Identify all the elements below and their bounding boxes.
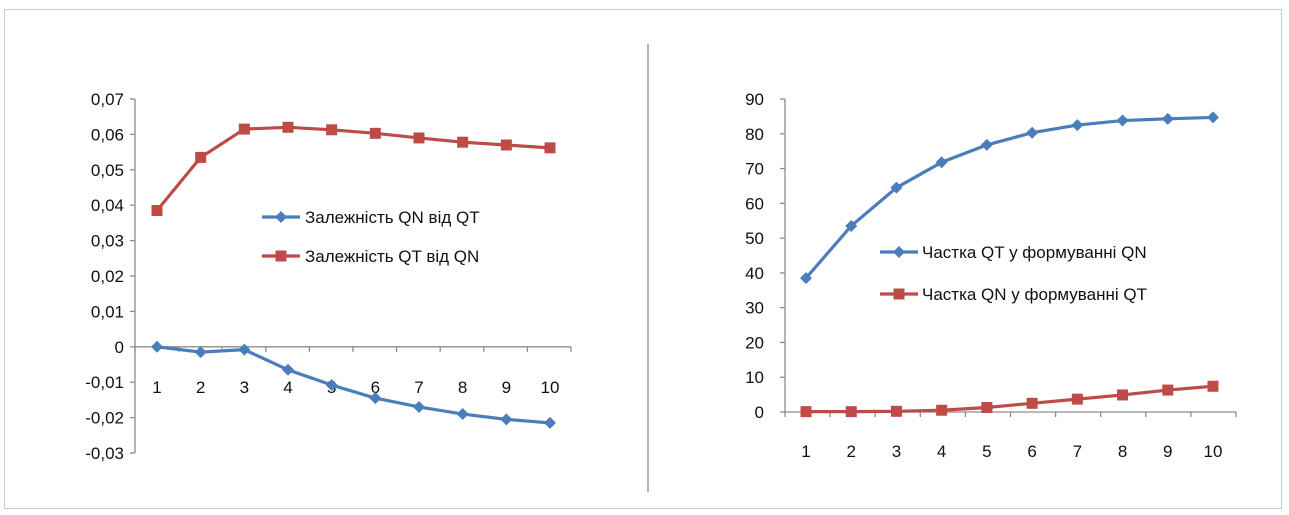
- y-tick-label: -0,02: [85, 409, 124, 428]
- series-line: [804, 115, 1214, 280]
- y-tick-label: 0: [755, 403, 764, 422]
- y-tick-label: 80: [745, 125, 764, 144]
- y-tick-label: 50: [745, 229, 764, 248]
- data-point: [544, 416, 556, 429]
- data-point: [935, 156, 948, 169]
- data-point: [800, 272, 812, 285]
- y-tick-label: 70: [745, 160, 764, 179]
- y-tick-label: 0,06: [91, 125, 124, 144]
- x-tick-label: 3: [240, 378, 249, 397]
- legend-label: Частка QT у формуванні QN: [922, 243, 1147, 262]
- x-tick-label: 2: [196, 378, 205, 397]
- data-point: [369, 392, 382, 405]
- data-point: [282, 121, 294, 133]
- data-point: [326, 124, 338, 136]
- data-point: [151, 340, 163, 353]
- data-point: [890, 405, 902, 417]
- x-tick-label: 7: [1073, 442, 1082, 461]
- data-point: [1071, 119, 1084, 132]
- y-tick-label: 0: [115, 338, 124, 357]
- series-line: [155, 125, 551, 212]
- y-tick-label: 0,07: [91, 90, 124, 109]
- x-tick-label: 6: [1027, 442, 1036, 461]
- legend-swatch-marker: [275, 211, 287, 223]
- data-point: [456, 408, 469, 421]
- chart-right: 90 80 70 60 50 40 30 20 10 0 1 2 3 4 5 6 7 8 9 10 Частка QT …: [745, 90, 1237, 461]
- data-point: [413, 132, 425, 144]
- data-point: [800, 406, 812, 418]
- data-point: [1026, 126, 1039, 139]
- data-point: [936, 404, 948, 416]
- data-point: [457, 136, 469, 148]
- x-tick-label: 9: [1163, 442, 1172, 461]
- figure-frame: [4, 9, 1282, 509]
- x-tick-label: 8: [458, 378, 467, 397]
- x-tick-label: 7: [414, 378, 423, 397]
- data-point: [369, 127, 381, 139]
- x-tick-label: 4: [283, 378, 292, 397]
- x-tick-label: 3: [892, 442, 901, 461]
- y-tick-label: 40: [745, 264, 764, 283]
- x-tick-label: 6: [371, 378, 380, 397]
- data-point: [890, 181, 903, 194]
- legend-swatch-marker: [893, 246, 905, 258]
- data-point: [195, 151, 207, 163]
- data-point: [845, 406, 857, 418]
- y-tick-label: 60: [745, 194, 764, 213]
- y-tick-label: -0,01: [85, 373, 124, 392]
- y-tick-label: 20: [745, 333, 764, 352]
- data-point: [1117, 389, 1129, 401]
- data-point: [1071, 393, 1083, 405]
- series-line: [806, 384, 1214, 414]
- x-tick-label: 1: [152, 378, 161, 397]
- y-tick-label: 30: [745, 299, 764, 318]
- legend-swatch-marker: [893, 288, 905, 300]
- data-point: [325, 379, 338, 392]
- y-tick-label: 0,02: [91, 267, 124, 286]
- data-point: [413, 400, 425, 413]
- y-tick-label: 0,01: [91, 302, 124, 321]
- data-point: [500, 139, 512, 151]
- legend-label: Залежність QT від QN: [305, 247, 479, 266]
- data-point: [1116, 114, 1129, 127]
- y-tick-label: 10: [745, 368, 764, 387]
- data-point: [238, 343, 251, 356]
- data-point: [500, 413, 513, 426]
- x-tick-label: 2: [846, 442, 855, 461]
- x-tick-label: 5: [982, 442, 991, 461]
- data-point: [194, 346, 207, 359]
- data-point: [544, 142, 556, 154]
- data-point: [151, 205, 163, 217]
- series-line: [156, 345, 551, 425]
- legend-label: Частка QN у формуванні QT: [922, 285, 1147, 304]
- x-tick-label: 4: [937, 442, 946, 461]
- y-tick-label: 0,03: [91, 232, 124, 251]
- x-tick-label: 8: [1118, 442, 1127, 461]
- y-tick-label: 0,05: [91, 161, 124, 180]
- data-point: [1207, 111, 1219, 124]
- y-tick-label: -0,03: [85, 444, 124, 463]
- chart-left: 0,07 0,06 0,05 0,04 0,03 0,02 0,01 0 -0,01 -0,02 -…: [85, 90, 572, 463]
- data-point: [238, 123, 250, 135]
- data-point: [845, 219, 858, 232]
- data-point: [980, 138, 993, 151]
- y-tick-label: 90: [745, 90, 764, 109]
- x-tick-label: 10: [1204, 442, 1223, 461]
- data-point: [1161, 112, 1174, 125]
- legend-swatch-marker: [275, 250, 287, 262]
- data-point: [282, 363, 294, 376]
- y-tick-label: 0,04: [91, 196, 124, 215]
- data-point: [1026, 397, 1038, 409]
- data-point: [981, 401, 993, 413]
- x-tick-label: 9: [502, 378, 511, 397]
- data-point: [1207, 380, 1219, 392]
- x-tick-label: 10: [541, 378, 560, 397]
- data-point: [1162, 384, 1174, 396]
- legend-label: Залежність QN від QT: [305, 208, 480, 227]
- x-tick-label: 1: [801, 442, 810, 461]
